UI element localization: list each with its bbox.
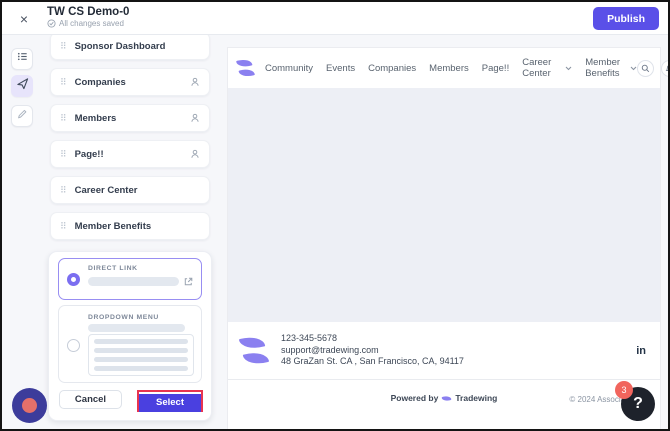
- nav-item-label: Career Center: [74, 184, 138, 196]
- bell-icon: [665, 61, 668, 76]
- placeholder-bar: [94, 357, 188, 362]
- search-icon: [641, 61, 650, 76]
- navigation-tool-button[interactable]: [11, 75, 33, 97]
- record-dot: [22, 398, 37, 413]
- link-url-placeholder-bar: [88, 277, 179, 286]
- dropdown-items-placeholder: [88, 334, 194, 376]
- nav-link-members[interactable]: Members: [429, 62, 469, 74]
- footer-bottom-row: Powered by Tradewing © 2024 Association: [228, 380, 660, 429]
- save-status-label: All changes saved: [59, 19, 124, 28]
- send-icon: [16, 77, 29, 95]
- dropdown-menu-option[interactable]: DROPDOWN MENU: [58, 305, 202, 383]
- nav-item-companies[interactable]: ⠿ Companies: [50, 68, 210, 96]
- notification-badge[interactable]: 3: [615, 381, 633, 399]
- preview-footer: 123-345-5678 support@tradewing.com 48 Gr…: [228, 322, 660, 429]
- recording-fab[interactable]: [12, 388, 47, 423]
- save-status: All changes saved: [47, 19, 129, 28]
- chevron-down-icon: [630, 66, 637, 71]
- nav-item-label: Companies: [74, 76, 126, 88]
- nav-item-label: Sponsor Dashboard: [74, 40, 166, 52]
- leaf-icon: [236, 57, 253, 69]
- footer-phone: 123-345-5678: [281, 333, 338, 344]
- leaf-icon: [242, 349, 270, 368]
- placeholder-bar: [94, 339, 188, 344]
- brand-label: Tradewing: [455, 393, 498, 403]
- powered-by: Powered by Tradewing: [228, 393, 660, 403]
- select-button[interactable]: Select: [139, 393, 201, 412]
- footer-contact-info: 123-345-5678 support@tradewing.com 48 Gr…: [281, 333, 464, 368]
- leaf-icon: [238, 333, 266, 352]
- linkedin-icon[interactable]: in: [636, 344, 646, 357]
- nav-item-career-center[interactable]: ⠿ Career Center: [50, 176, 210, 204]
- preview-nav-links: Community Events Companies Members Page!…: [265, 57, 637, 80]
- nav-link-companies[interactable]: Companies: [368, 62, 417, 74]
- list-icon: [16, 50, 29, 68]
- preview-navbar: Community Events Companies Members Page!…: [228, 48, 668, 88]
- leaf-icon: [238, 67, 255, 79]
- dropdown-menu-radio[interactable]: [67, 339, 80, 352]
- footer-divider: [228, 379, 660, 380]
- person-icon: [190, 149, 200, 159]
- drag-handle-icon[interactable]: ⠿: [60, 76, 67, 87]
- placeholder-bar: [94, 348, 188, 353]
- dropdown-title-placeholder-bar: [88, 324, 185, 332]
- cancel-button[interactable]: Cancel: [59, 390, 122, 409]
- nav-item-member-benefits[interactable]: ⠿ Member Benefits: [50, 212, 210, 240]
- drag-handle-icon[interactable]: ⠿: [60, 148, 67, 159]
- top-bar: × TW CS Demo-0 All changes saved Publish: [2, 2, 668, 35]
- tradewing-footer-logo: [238, 333, 270, 368]
- footer-contact-row: 123-345-5678 support@tradewing.com 48 Gr…: [228, 322, 660, 379]
- close-button[interactable]: ×: [14, 9, 34, 29]
- edit-tool-button[interactable]: [11, 105, 33, 127]
- preview-page-body: [228, 88, 660, 322]
- question-mark-icon: ?: [633, 395, 643, 412]
- drag-handle-icon[interactable]: ⠿: [60, 40, 67, 51]
- publish-button[interactable]: Publish: [593, 7, 659, 30]
- footer-address: 48 GraZan St. CA , San Francisco, CA, 94…: [281, 356, 464, 367]
- nav-item-label: Members: [74, 112, 117, 124]
- external-link-icon: [183, 276, 194, 287]
- tool-rail: [2, 35, 42, 429]
- nav-item-label: Member Benefits: [74, 220, 152, 232]
- copyright-text: © 2024 Association: [569, 395, 638, 404]
- powered-by-label: Powered by: [390, 393, 439, 403]
- annotation-highlight-box: Select: [137, 390, 203, 412]
- nav-link-member-benefits[interactable]: Member Benefits: [585, 57, 637, 80]
- leaf-icon: [441, 394, 452, 402]
- drag-handle-icon[interactable]: ⠿: [60, 220, 67, 231]
- preview-nav-icons: [637, 58, 668, 79]
- placeholder-bar: [94, 366, 188, 371]
- direct-link-option[interactable]: DIRECT LINK: [58, 258, 202, 300]
- nav-item-sponsor-dashboard[interactable]: ⠿ Sponsor Dashboard: [50, 35, 210, 60]
- direct-link-label: DIRECT LINK: [88, 265, 138, 272]
- nav-item-label: Page!!: [74, 148, 104, 160]
- nav-link-events[interactable]: Events: [326, 62, 356, 74]
- footer-email[interactable]: support@tradewing.com: [281, 344, 379, 355]
- nav-link-community[interactable]: Community: [265, 62, 314, 74]
- link-type-dialog: DIRECT LINK DROPDOWN MENU Cancel: [48, 251, 212, 421]
- drag-handle-icon[interactable]: ⠿: [60, 112, 67, 123]
- pencil-icon: [16, 107, 28, 125]
- notifications-button[interactable]: [661, 59, 668, 77]
- nav-item-members[interactable]: ⠿ Members: [50, 104, 210, 132]
- chevron-down-icon: [565, 66, 572, 71]
- check-circle-icon: [47, 19, 56, 28]
- drag-handle-icon[interactable]: ⠿: [60, 184, 67, 195]
- document-title-block: TW CS Demo-0 All changes saved: [47, 6, 129, 28]
- direct-link-radio[interactable]: [67, 273, 80, 286]
- tradewing-logo[interactable]: [236, 57, 255, 79]
- search-button[interactable]: [637, 59, 655, 77]
- person-icon: [190, 113, 200, 123]
- person-icon: [190, 77, 200, 87]
- pages-list-tool-button[interactable]: [11, 48, 33, 70]
- nav-link-page[interactable]: Page!!: [481, 62, 510, 74]
- dropdown-menu-label: DROPDOWN MENU: [88, 314, 159, 321]
- page-title: TW CS Demo-0: [47, 6, 130, 18]
- nav-item-page[interactable]: ⠿ Page!!: [50, 140, 210, 168]
- site-preview: Community Events Companies Members Page!…: [228, 48, 668, 429]
- dialog-actions: Cancel Select: [49, 390, 211, 412]
- navigation-editor-panel: ⠿ Sponsor Dashboard ⠿ Companies ⠿ Member…: [42, 35, 222, 429]
- nav-link-career-center[interactable]: Career Center: [522, 57, 572, 80]
